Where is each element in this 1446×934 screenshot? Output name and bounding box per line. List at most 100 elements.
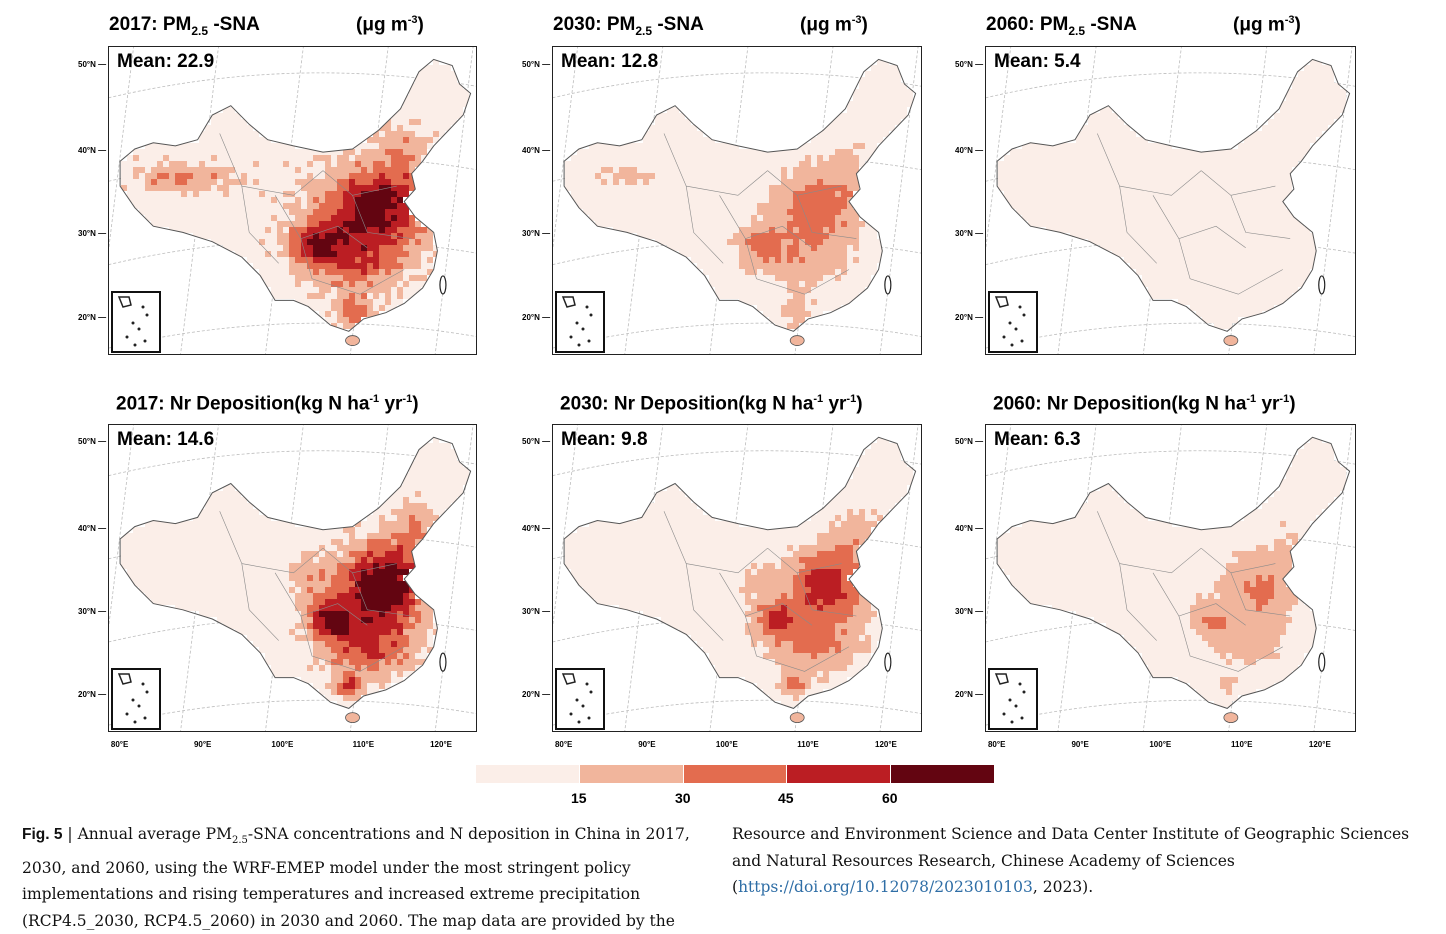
legend-label-15: 15 — [571, 790, 587, 806]
lat-tick-label: 50°N — — [78, 437, 106, 446]
unit-sup: -3 — [852, 14, 862, 26]
lat-tick-label: 50°N — — [78, 60, 106, 69]
title-sup2: -1 — [402, 393, 412, 405]
legend-swatch-1 — [476, 765, 579, 783]
hainan-island — [790, 336, 804, 346]
china-map — [986, 425, 1356, 732]
lat-tick-label: 20°N — — [78, 690, 106, 699]
mean-label: Mean: 5.4 — [994, 51, 1081, 73]
map-frame: Mean: 22.9 — [108, 46, 477, 355]
map-frame: Mean: 12.8 — [552, 46, 922, 355]
legend-label-60: 60 — [882, 790, 898, 806]
china-map — [109, 425, 477, 732]
taiwan-island — [1319, 276, 1325, 294]
lon-tick-label: 80°E — [988, 740, 1005, 749]
panel-title: 2017: PM2.5 -SNA — [109, 14, 260, 38]
mean-label: Mean: 6.3 — [994, 429, 1081, 451]
taiwan-island — [885, 653, 891, 671]
lon-tick-label: 120°E — [430, 740, 452, 749]
title-text-post: -SNA — [652, 14, 704, 35]
panel-title: 2060: PM2.5 -SNA — [986, 14, 1137, 38]
mean-label: Mean: 22.9 — [117, 51, 214, 73]
south-china-sea-inset — [988, 291, 1038, 353]
title-text-post: -SNA — [208, 14, 260, 35]
hainan-island — [1224, 713, 1238, 723]
inset-islands — [557, 293, 603, 351]
caption-right: Resource and Environment Science and Dat… — [732, 821, 1422, 901]
doi-link[interactable]: https://doi.org/10.12078/2023010103 — [738, 878, 1033, 896]
lat-tick-label: 50°N — — [522, 60, 550, 69]
lat-tick-label: 40°N — — [78, 524, 106, 533]
caption-left-text-a: Annual average PM — [78, 825, 232, 843]
south-china-sea-inset — [111, 668, 161, 730]
panel-title: 2060: Nr Deposition(kg N ha-1 yr-1) — [993, 393, 1296, 415]
lat-tick-label: 20°N — — [522, 690, 550, 699]
taiwan-island — [440, 276, 446, 294]
hainan-island — [790, 713, 804, 723]
title-text: 2030: Nr Deposition(kg N ha — [560, 393, 813, 414]
graticule-line — [553, 700, 922, 730]
panel-unit: (μg m-3) — [1233, 14, 1301, 36]
lat-tick-label: 50°N — — [522, 437, 550, 446]
lat-tick-label: 50°N — — [955, 60, 983, 69]
lat-tick-label: 40°N — — [955, 524, 983, 533]
graticule-line — [986, 323, 1356, 353]
lon-tick-label: 120°E — [1309, 740, 1331, 749]
title-text-mid: yr — [1256, 393, 1279, 414]
lat-tick-label: 20°N — — [78, 313, 106, 322]
title-sup: -1 — [813, 393, 823, 405]
title-text: 2060: PM — [986, 14, 1068, 35]
title-sup2: -1 — [846, 393, 856, 405]
title-sup: -1 — [1246, 393, 1256, 405]
inset-islands — [990, 670, 1036, 728]
hainan-island — [346, 713, 360, 723]
lat-tick-label: 30°N — — [78, 607, 106, 616]
unit-text: (μg m — [1233, 14, 1285, 35]
legend-swatch-5 — [891, 765, 994, 783]
inset-islands — [990, 293, 1036, 351]
lon-tick-label: 80°E — [555, 740, 572, 749]
taiwan-island — [1319, 653, 1325, 671]
lon-tick-label: 110°E — [1231, 740, 1252, 749]
lat-tick-label: 30°N — — [522, 607, 550, 616]
lon-tick-label: 80°E — [111, 740, 128, 749]
lon-tick-label: 110°E — [353, 740, 374, 749]
title-sub: 2.5 — [191, 24, 208, 38]
china-map — [553, 425, 922, 732]
hainan-island — [346, 336, 360, 346]
mean-label: Mean: 9.8 — [561, 429, 648, 451]
lat-tick-label: 30°N — — [522, 229, 550, 238]
south-china-sea-inset — [555, 291, 605, 353]
panel-title: 2030: PM2.5 -SNA — [553, 14, 704, 38]
lat-tick-label: 40°N — — [522, 524, 550, 533]
hainan-island — [1224, 336, 1238, 346]
unit-text-post: ) — [862, 14, 868, 35]
deposition-grid — [121, 437, 469, 707]
unit-text-post: ) — [1295, 14, 1301, 35]
china-map — [109, 47, 477, 355]
title-sup: -1 — [369, 393, 379, 405]
lon-tick-label: 100°E — [716, 740, 738, 749]
caption-left-sub: 2.5 — [232, 835, 248, 846]
map-frame: Mean: 6.3 — [985, 424, 1356, 732]
title-text: 2060: Nr Deposition(kg N ha — [993, 393, 1246, 414]
lon-tick-label: 110°E — [797, 740, 818, 749]
deposition-grid — [998, 59, 1346, 329]
taiwan-island — [440, 653, 446, 671]
deposition-grid — [565, 59, 913, 329]
panel-unit: (μg m-3) — [356, 14, 424, 36]
panel-unit: (μg m-3) — [800, 14, 868, 36]
inset-islands — [113, 293, 159, 351]
title-sub: 2.5 — [1068, 24, 1085, 38]
graticule-line — [109, 700, 477, 730]
legend-swatch-2 — [580, 765, 683, 783]
unit-sup: -3 — [1285, 14, 1295, 26]
title-text-mid: yr — [379, 393, 402, 414]
title-text-post: ) — [1289, 393, 1295, 414]
lon-tick-label: 90°E — [1071, 740, 1088, 749]
south-china-sea-inset — [555, 668, 605, 730]
graticule-line — [109, 323, 477, 353]
lat-tick-label: 50°N — — [955, 437, 983, 446]
unit-sup: -3 — [408, 14, 418, 26]
lat-tick-label: 30°N — — [955, 607, 983, 616]
